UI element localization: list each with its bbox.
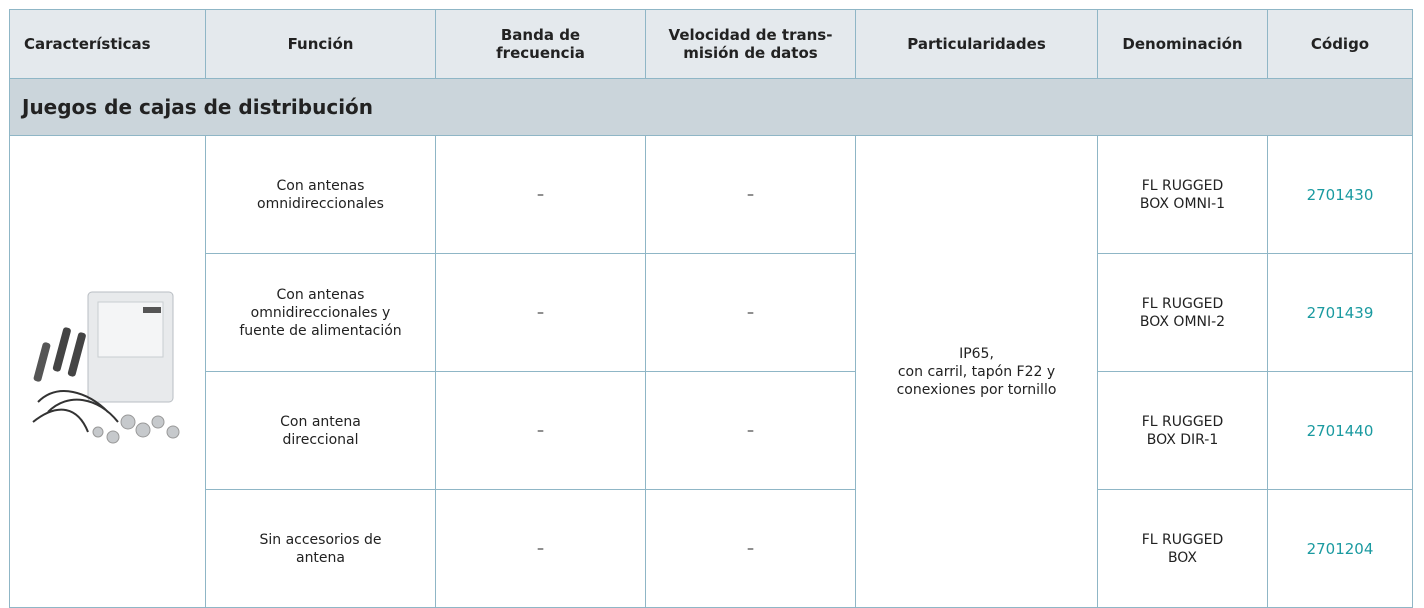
function-cell: Con antenas omnidireccionales [205, 135, 436, 254]
data-row: Sin accesorios de antena – – FL RUGGED BOX 2… [10, 489, 1413, 608]
speed-cell: – [645, 371, 856, 490]
function-cell: Con antena direccional [205, 371, 436, 490]
speed-cell: – [645, 489, 856, 608]
band-cell: – [435, 371, 646, 490]
function-cell: Con antenas omnidireccionales y fuente d… [205, 253, 436, 372]
column-header: Velocidad de trans- misión de datos [645, 9, 856, 79]
column-header: Características [9, 9, 206, 79]
name-cell: FL RUGGED BOX DIR-1 [1097, 371, 1268, 490]
name-cell: FL RUGGED BOX OMNI-2 [1097, 253, 1268, 372]
speed-cell: – [645, 253, 856, 372]
code-cell[interactable]: 2701440 [1267, 371, 1413, 490]
band-cell: – [435, 489, 646, 608]
code-cell[interactable]: 2701430 [1267, 135, 1413, 254]
function-cell: Sin accesorios de antena [205, 489, 436, 608]
data-row: Con antenas omnidireccionales – – IP65, con… [9, 135, 1413, 608]
code-cell[interactable]: 2701439 [1267, 253, 1413, 372]
column-header: Función [205, 9, 436, 79]
column-header: Banda de frecuencia [435, 9, 646, 79]
speed-cell: – [645, 135, 856, 254]
image-cell [9, 135, 206, 608]
table-body: Juegos de cajas de distribución Con ante… [9, 78, 1413, 608]
section-title: Juegos de cajas de distribución [9, 78, 1413, 136]
name-cell: FL RUGGED BOX OMNI-1 [1097, 135, 1268, 254]
particularities-cell: IP65, con carril, tapón F22 y conexiones… [855, 135, 1098, 608]
section-row: Juegos de cajas de distribución [9, 78, 1413, 136]
header-row: Características Función Banda de frecuenci… [9, 9, 1413, 79]
column-header: Código [1267, 9, 1413, 79]
band-cell: – [435, 135, 646, 254]
product-image [31, 291, 179, 443]
data-row: Con antena direccional – – FL RUGGED BOX DI… [10, 371, 1413, 490]
column-header: Denominación [1097, 9, 1268, 79]
page: Características Función Banda de frecuenci… [9, 9, 1413, 608]
product-table: Características Función Banda de frecuenci… [9, 9, 1413, 608]
band-cell: – [435, 253, 646, 372]
name-cell: FL RUGGED BOX [1097, 489, 1268, 608]
code-cell[interactable]: 2701204 [1267, 489, 1413, 608]
data-row: Con antenas omnidireccionales y fuente d… [10, 253, 1413, 372]
column-header: Particularidades [855, 9, 1098, 79]
